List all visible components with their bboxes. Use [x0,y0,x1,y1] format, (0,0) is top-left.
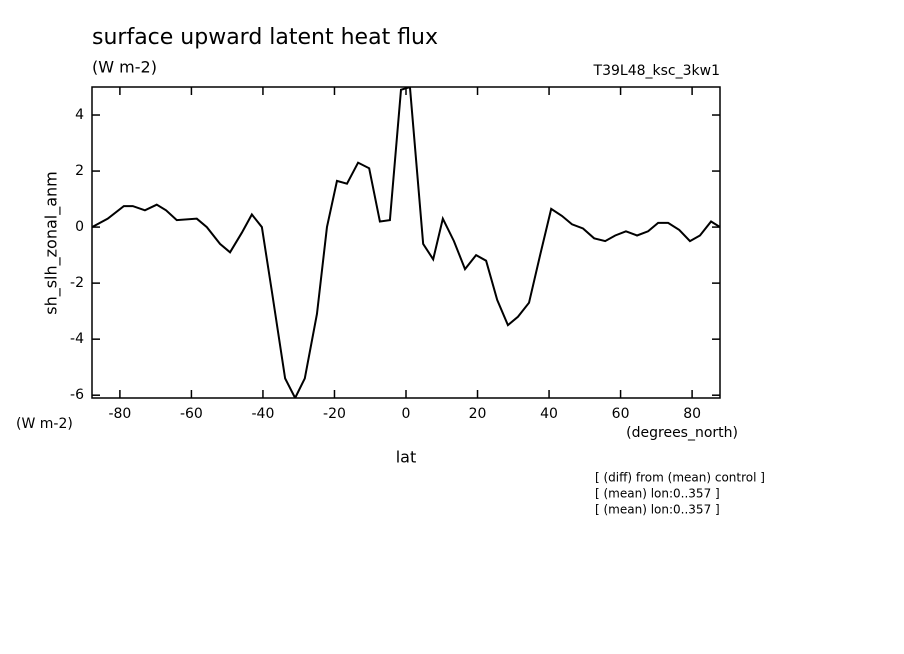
y-unit-label: (W m-2) [16,416,73,432]
x-tick-label: -80 [108,406,131,422]
x-tick-label: 80 [683,406,701,422]
chart-title: surface upward latent heat flux [92,25,438,50]
x-tick-label: -40 [252,406,275,422]
plot-frame [91,86,721,399]
y-tick-label: 0 [75,219,84,235]
annotation: [ (mean) lon:0..357 ] [595,487,720,501]
data-line [92,87,720,398]
y-tick-label: -4 [70,331,84,347]
annotation: [ (mean) lon:0..357 ] [595,503,720,517]
chart-subtitle: (W m-2) [92,58,157,77]
x-tick-label: 20 [469,406,487,422]
y-axis-title: sh_slh_zonal_anm [42,171,62,315]
run-label: T39L48_ksc_3kw1 [593,63,720,79]
x-tick-label: -60 [180,406,203,422]
x-axis-title: lat [396,448,417,467]
y-tick-label: 4 [75,107,84,123]
annotation: [ (diff) from (mean) control ] [595,471,765,485]
y-tick-label: 2 [75,163,84,179]
x-tick-label: 0 [402,406,411,422]
y-tick-label: -6 [70,387,84,403]
x-tick-label: -20 [323,406,346,422]
x-tick-label: 60 [612,406,630,422]
x-unit-label: (degrees_north) [626,425,738,441]
y-tick-label: -2 [70,275,84,291]
x-tick-label: 40 [540,406,558,422]
